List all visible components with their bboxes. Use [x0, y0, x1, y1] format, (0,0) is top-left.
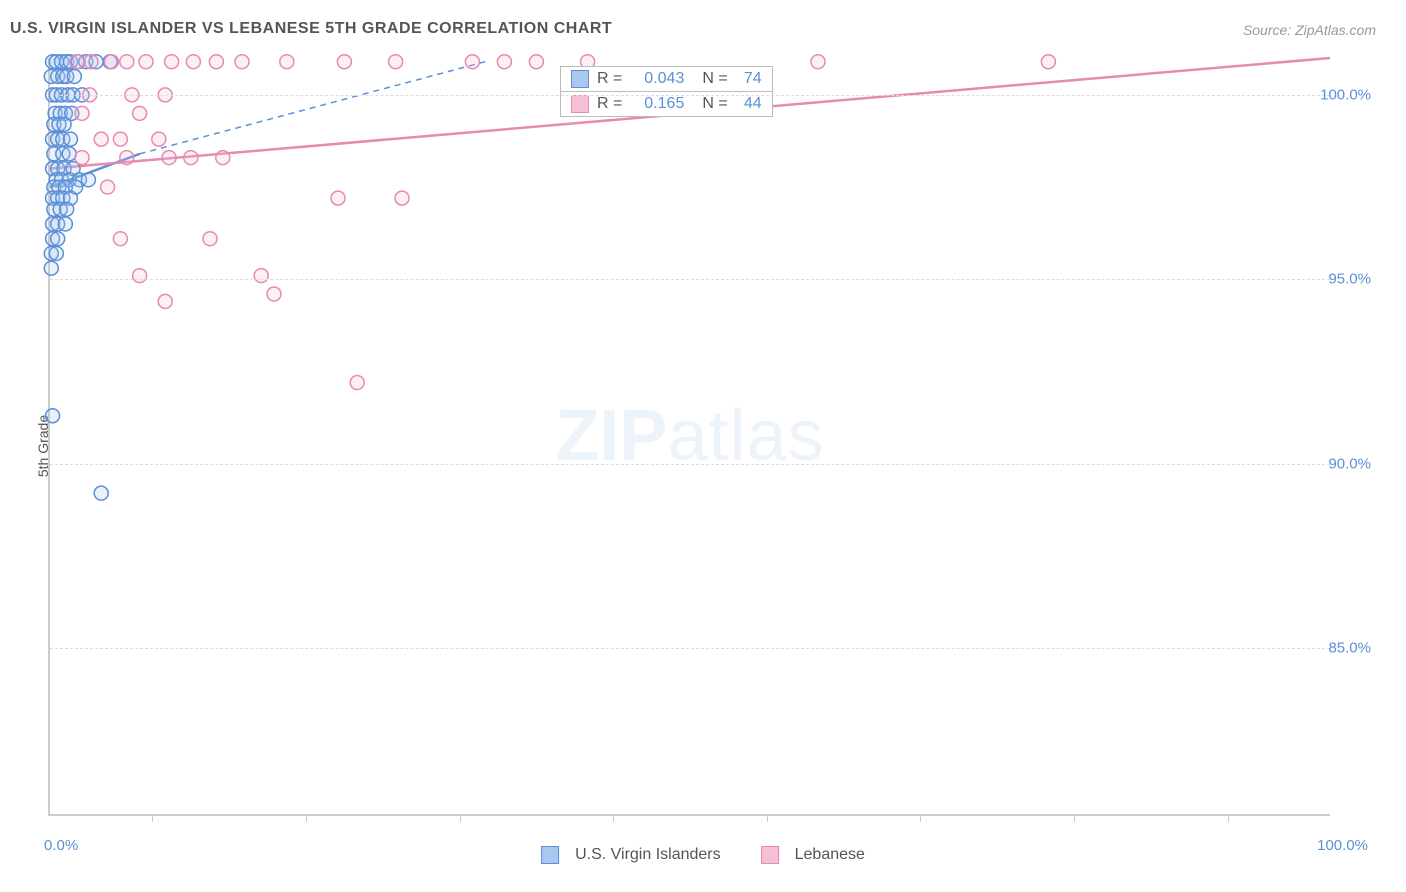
data-point-lebanese [186, 55, 200, 69]
data-point-lebanese [94, 132, 108, 146]
legend-item-usvi: U.S. Virgin Islanders [541, 846, 721, 864]
data-point-lebanese [101, 180, 115, 194]
data-point-lebanese [75, 151, 89, 165]
data-point-lebanese [395, 191, 409, 205]
gridline [50, 95, 1330, 96]
data-point-usvi [63, 132, 77, 146]
gridline [50, 648, 1330, 649]
bottom-legend: U.S. Virgin Islanders Lebanese [541, 846, 865, 864]
data-point-lebanese [184, 151, 198, 165]
data-point-usvi [46, 409, 60, 423]
n-label: N = [702, 70, 727, 88]
data-point-lebanese [104, 55, 118, 69]
data-point-lebanese [133, 269, 147, 283]
data-point-lebanese [235, 55, 249, 69]
data-point-lebanese [529, 55, 543, 69]
data-point-lebanese [158, 294, 172, 308]
x-tick [767, 814, 768, 822]
data-point-lebanese [350, 376, 364, 390]
x-tick [1228, 814, 1229, 822]
swatch-lebanese [571, 95, 589, 113]
data-point-usvi [58, 217, 72, 231]
data-point-lebanese [75, 106, 89, 120]
legend-label: Lebanese [795, 846, 865, 864]
data-point-usvi [57, 117, 71, 131]
stats-row-usvi: R =0.043 N = 74 [561, 67, 772, 91]
data-point-lebanese [84, 55, 98, 69]
data-point-lebanese [120, 55, 134, 69]
legend-item-lebanese: Lebanese [761, 846, 865, 864]
r-value: 0.043 [626, 70, 684, 88]
n-value: 74 [732, 70, 762, 88]
data-point-lebanese [337, 55, 351, 69]
data-point-lebanese [162, 151, 176, 165]
x-end-label: 100.0% [1317, 837, 1368, 854]
stats-box: R =0.043 N = 74 R =0.165 N = 44 [560, 66, 773, 117]
x-tick [152, 814, 153, 822]
legend-swatch-usvi [541, 846, 559, 864]
data-point-lebanese [389, 55, 403, 69]
swatch-usvi [571, 70, 589, 88]
chart-title: U.S. VIRGIN ISLANDER VS LEBANESE 5TH GRA… [10, 20, 612, 38]
data-point-lebanese [497, 55, 511, 69]
x-tick [306, 814, 307, 822]
y-tick-label: 90.0% [1328, 455, 1371, 472]
y-tick-label: 100.0% [1320, 86, 1371, 103]
data-point-usvi [44, 261, 58, 275]
data-point-lebanese [70, 55, 84, 69]
trendline-dashed-usvi [140, 62, 486, 154]
data-point-lebanese [203, 232, 217, 246]
n-value: 44 [732, 95, 762, 113]
data-point-usvi [49, 246, 63, 260]
chart-container: U.S. VIRGIN ISLANDER VS LEBANESE 5TH GRA… [0, 0, 1406, 892]
source-attribution: Source: ZipAtlas.com [1243, 22, 1376, 38]
n-label: N = [702, 95, 727, 113]
data-point-lebanese [133, 106, 147, 120]
data-point-lebanese [280, 55, 294, 69]
data-point-usvi [67, 69, 81, 83]
data-point-lebanese [254, 269, 268, 283]
data-point-lebanese [152, 132, 166, 146]
data-point-lebanese [1041, 55, 1055, 69]
y-tick-label: 95.0% [1328, 271, 1371, 288]
gridline [50, 464, 1330, 465]
plot-area: ZIPatlas R =0.043N =74R =0.165N =44 [48, 58, 1330, 816]
plot-svg [50, 58, 1330, 814]
data-point-lebanese [139, 55, 153, 69]
data-point-usvi [62, 147, 76, 161]
data-point-usvi [60, 202, 74, 216]
data-point-lebanese [209, 55, 223, 69]
data-point-usvi [51, 232, 65, 246]
data-point-lebanese [113, 132, 127, 146]
x-tick [1074, 814, 1075, 822]
x-start-label: 0.0% [44, 837, 78, 854]
x-tick [460, 814, 461, 822]
data-point-lebanese [120, 151, 134, 165]
data-point-usvi [81, 173, 95, 187]
data-point-lebanese [331, 191, 345, 205]
legend-label: U.S. Virgin Islanders [575, 846, 721, 864]
data-point-usvi [94, 486, 108, 500]
data-point-lebanese [811, 55, 825, 69]
gridline [50, 279, 1330, 280]
data-point-lebanese [113, 232, 127, 246]
r-value: 0.165 [626, 95, 684, 113]
data-point-lebanese [216, 151, 230, 165]
data-point-lebanese [267, 287, 281, 301]
legend-swatch-lebanese [761, 846, 779, 864]
data-point-lebanese [465, 55, 479, 69]
x-tick [920, 814, 921, 822]
y-tick-label: 85.0% [1328, 640, 1371, 657]
data-point-lebanese [165, 55, 179, 69]
x-tick [613, 814, 614, 822]
r-label: R = [597, 70, 622, 88]
r-label: R = [597, 95, 622, 113]
